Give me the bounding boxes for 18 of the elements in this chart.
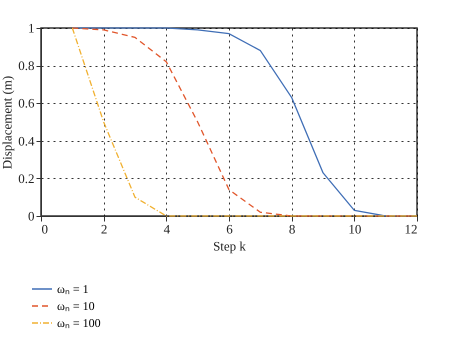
y-tick-label: 0.4 — [18, 133, 35, 148]
x-tick-label: 8 — [288, 222, 296, 236]
y-tick-label: 0 — [28, 208, 34, 224]
x-tick-label: 0 — [42, 222, 48, 236]
x-tick-label: 6 — [226, 222, 234, 236]
x-tick-label: 12 — [404, 222, 418, 236]
legend-label: ωₙ = 100 — [57, 316, 101, 330]
legend-label: ωₙ = 10 — [57, 299, 95, 313]
y-tick-label: 0.8 — [18, 58, 34, 74]
y-tick-label: 1 — [28, 20, 34, 36]
x-axis-title: Step k — [213, 238, 246, 254]
y-tick-label: 0.6 — [18, 96, 35, 111]
y-axis-title: Displacement (m) — [0, 76, 14, 170]
y-tick-label: 0.2 — [18, 170, 34, 186]
x-tick-label: 2 — [100, 222, 108, 236]
x-tick-label: 10 — [348, 222, 362, 236]
legend-label: ωₙ = 1 — [57, 282, 89, 296]
x-tick-label: 4 — [164, 222, 171, 236]
